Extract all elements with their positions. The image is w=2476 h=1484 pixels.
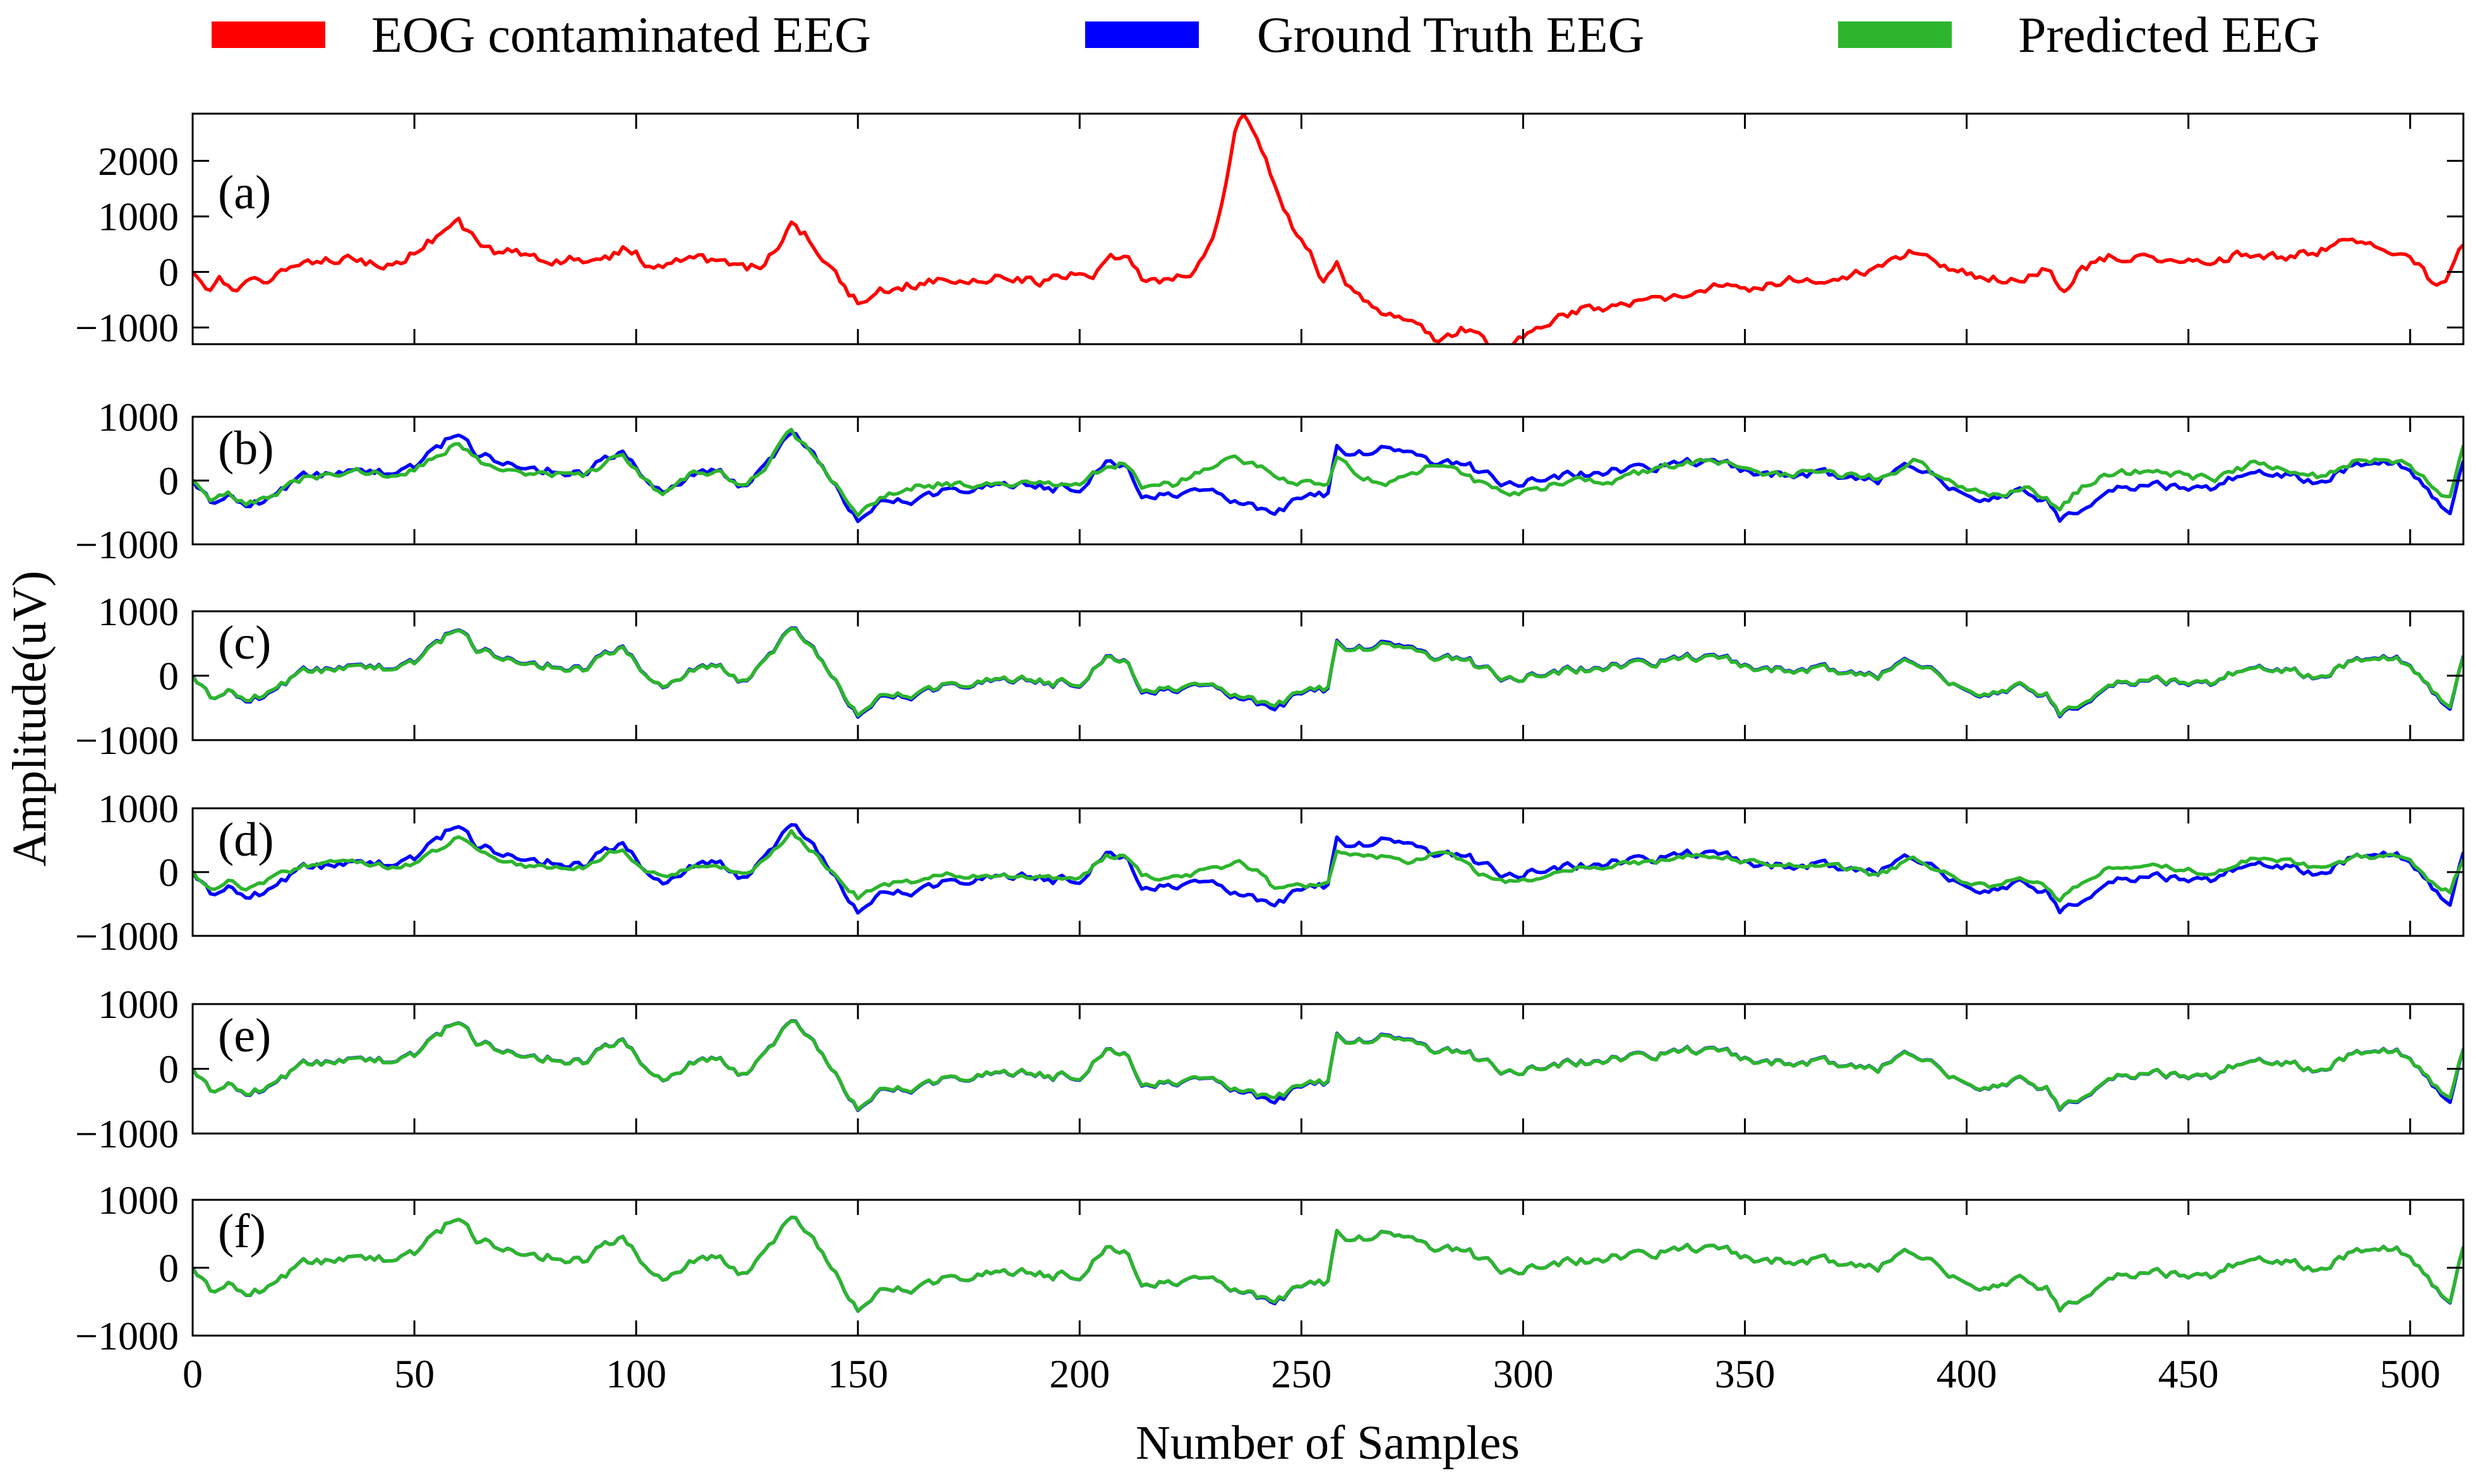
series-line-predicted-eeg: [193, 428, 2463, 518]
panel-e: 1000 0 −1000 (e): [75, 982, 2465, 1156]
axes-frame: [191, 807, 2465, 937]
panel-label: (c): [218, 616, 271, 669]
panel-c: 1000 0 −1000 (c): [75, 589, 2465, 763]
series-line-predicted-eeg: [193, 829, 2463, 903]
x-tick-label: 450: [2158, 1351, 2219, 1396]
series-line-predicted-eeg: [193, 1216, 2463, 1313]
series-line-ground-truth-eeg: [193, 1216, 2463, 1313]
axes-frame: [191, 112, 2465, 345]
y-tick-label: 0: [159, 250, 179, 295]
panel-label: (f): [218, 1205, 266, 1258]
y-tick-label: −1000: [75, 1313, 179, 1358]
x-tick-label: 50: [394, 1351, 435, 1396]
panel-label: (d): [218, 813, 274, 866]
x-tick-label: 300: [1493, 1351, 1553, 1396]
x-tick-label: 200: [1049, 1351, 1110, 1396]
series-line-ground-truth-eeg: [193, 626, 2463, 719]
y-tick-label: 1000: [98, 589, 179, 634]
panel-d: 1000 0 −1000 (d): [75, 786, 2465, 959]
panel-b: 1000 0 −1000 (b): [75, 395, 2465, 567]
x-tick-label: 150: [827, 1351, 888, 1396]
legend: EOG contaminated EEG Ground Truth EEG Pred…: [212, 8, 2320, 63]
y-tick-label: 2000: [98, 139, 179, 184]
y-tick-label: −1000: [75, 306, 179, 350]
series-line-predicted-eeg: [193, 626, 2463, 717]
panels: 200010000−1000(a)10000−1000(b)10000−1000…: [75, 112, 2465, 1396]
series-line-ground-truth-eeg: [193, 823, 2463, 915]
y-tick-label: 0: [159, 654, 179, 698]
y-tick-label: −1000: [75, 522, 179, 567]
y-tick-label: 1000: [98, 395, 179, 440]
panel-label: (e): [218, 1009, 271, 1062]
series-line-predicted-eeg: [193, 1019, 2463, 1111]
y-axis-label: Amplitude(uV): [3, 571, 56, 867]
y-tick-label: −1000: [75, 718, 179, 763]
series-line-ground-truth-eeg: [193, 1019, 2463, 1112]
y-tick-label: −1000: [75, 1111, 179, 1156]
y-tick-label: −1000: [75, 914, 179, 959]
x-tick-label: 500: [2380, 1351, 2441, 1396]
series-line-ground-truth-eeg: [193, 431, 2463, 524]
x-tick-label: 250: [1271, 1351, 1331, 1396]
axes-frame: [191, 1003, 2465, 1135]
y-tick-label: 1000: [98, 194, 179, 239]
x-tick-label: 100: [606, 1351, 666, 1396]
x-tick-label: 0: [183, 1351, 203, 1396]
y-tick-label: 1000: [98, 786, 179, 831]
legend-label-1: EOG contaminated EEG: [371, 8, 871, 63]
y-tick-label: 0: [159, 458, 179, 503]
legend-label-2: Ground Truth EEG: [1257, 8, 1644, 63]
axes-frame: [191, 610, 2465, 741]
panel-label: (b): [218, 422, 274, 475]
legend-label-3: Predicted EEG: [2018, 8, 2320, 63]
panel-f: 1000 0 −1000 (f): [75, 1178, 2465, 1358]
y-tick-label: 0: [159, 850, 179, 895]
x-tick-label: 350: [1715, 1351, 1776, 1396]
x-tick-label: 400: [1937, 1351, 1997, 1396]
panel-label: (a): [218, 166, 271, 219]
y-tick-label: 0: [159, 1246, 179, 1291]
axes-frame: [191, 1199, 2465, 1337]
y-tick-label: 0: [159, 1047, 179, 1092]
panel-a: 2000 1000 0 −1000 (a): [75, 112, 2465, 350]
x-axis-label: Number of Samples: [1136, 1416, 1520, 1469]
series-line-eog-contaminated-eeg: [193, 114, 2463, 344]
y-tick-label: 1000: [98, 982, 179, 1027]
y-tick-label: 1000: [98, 1178, 179, 1223]
